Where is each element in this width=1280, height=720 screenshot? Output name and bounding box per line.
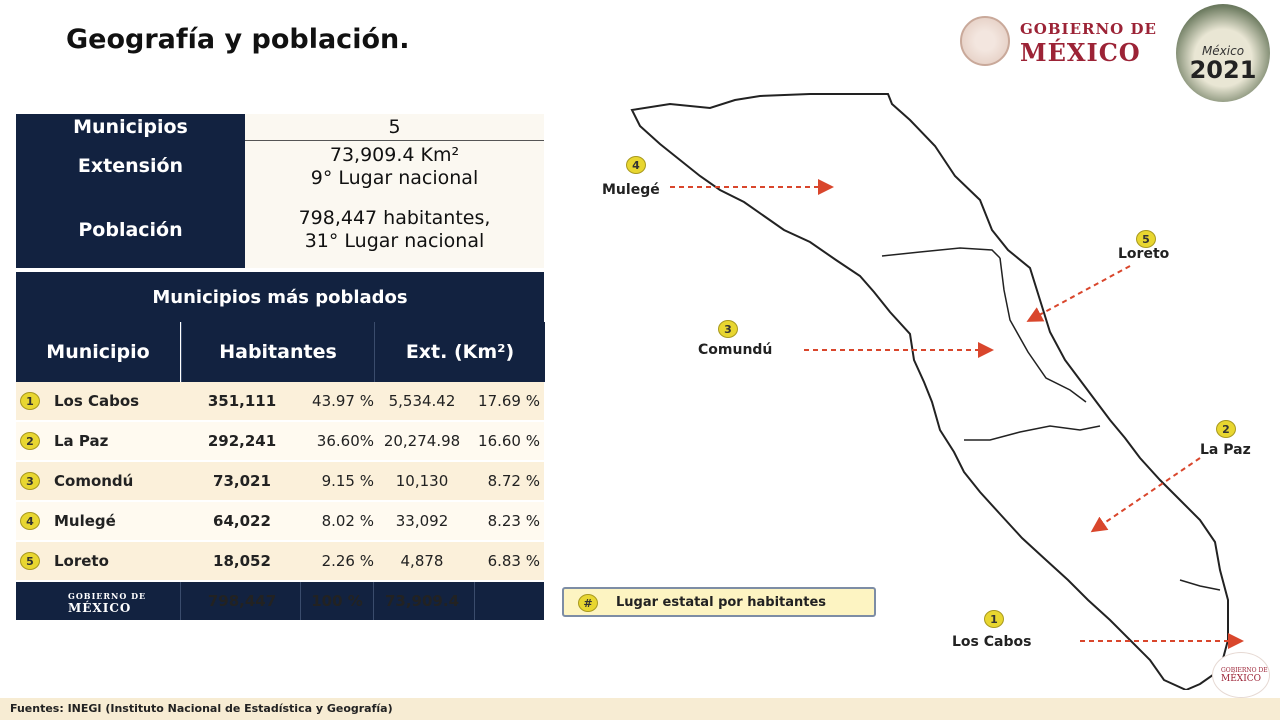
footer-source-text: Fuentes: INEGI (Instituto Nacional de Es… — [10, 702, 393, 715]
municipal-boundary-loreto — [999, 257, 1087, 403]
municipios-value-text: 5 — [388, 115, 401, 138]
legend-box: # Lugar estatal por habitantes — [562, 587, 876, 617]
municipal-boundary-comondu — [964, 425, 1101, 441]
column-divider — [474, 582, 475, 620]
total-logo-line2: MÉXICO — [68, 601, 132, 615]
municipio-name: Mulegé — [54, 512, 116, 530]
corner-logo-line2: MÉXICO — [1221, 674, 1262, 684]
state-outline-map — [630, 93, 1244, 692]
corner-gobierno-logo: GOBIERNO DE MÉXICO — [1212, 652, 1270, 698]
municipio-name: Comondú — [54, 472, 134, 490]
page-title: Geografía y población. — [66, 24, 410, 55]
habitantes-pct: 36.60% — [316, 432, 374, 450]
habitantes-pct: 8.02 % — [321, 512, 374, 530]
total-logo-line1: GOBIERNO DE — [68, 591, 147, 601]
map-rank-mulege: 4 — [626, 156, 646, 174]
poblacion-value-line2: 31° Lugar nacional — [304, 230, 485, 252]
header-municipio: Municipio — [16, 322, 180, 382]
column-divider — [180, 582, 181, 620]
map-label-comondu: Comundú — [698, 342, 773, 358]
extension-value: 20,274.98 — [383, 432, 461, 450]
table-row: 1 Los Cabos 351,111 43.97 % 5,534.42 17.… — [16, 382, 544, 420]
summary-table: Municipios 5 Extensión 73,909.4 Km² 9° L… — [16, 114, 544, 268]
extension-pct: 8.72 % — [487, 472, 540, 490]
habitantes-value: 64,022 — [213, 512, 271, 530]
habitantes-pct: 2.26 % — [321, 552, 374, 570]
gobierno-logo-line1: GOBIERNO DE — [1020, 20, 1157, 38]
mexico-2021-badge: México 2021 — [1176, 4, 1270, 102]
extension-value-line1: 73,909.4 Km² — [329, 144, 460, 166]
municipios-table-title: Municipios más poblados — [16, 272, 544, 322]
table-row: 4 Mulegé 64,022 8.02 % 33,092 8.23 % — [16, 502, 544, 540]
extension-pct: 6.83 % — [487, 552, 540, 570]
state-outline — [630, 93, 1229, 692]
legend-symbol: # — [578, 594, 598, 612]
eagle-seal-icon — [960, 16, 1010, 66]
poblacion-value: 798,447 habitantes, 31° Lugar nacional — [245, 192, 544, 268]
poblacion-label: Población — [16, 192, 245, 268]
poblacion-value-line1: 798,447 habitantes, — [298, 207, 491, 229]
arrow-lapaz — [1090, 457, 1201, 533]
municipio-name: Los Cabos — [54, 392, 140, 410]
rank-badge: 1 — [20, 392, 40, 410]
map-label-mulege: Mulegé — [602, 182, 660, 198]
summary-row-extension: Extensión 73,909.4 Km² 9° Lugar nacional — [16, 140, 544, 193]
header-habitantes: Habitantes — [181, 322, 374, 382]
badge-line2: 2021 — [1189, 56, 1257, 84]
extension-label: Extensión — [16, 140, 245, 192]
extension-value: 10,130 — [395, 472, 449, 490]
extension-value: 73,909.4 Km² 9° Lugar nacional — [245, 140, 544, 193]
map-rank-comondu: 3 — [718, 320, 738, 338]
habitantes-value: 18,052 — [213, 552, 271, 570]
table-row: 5 Loreto 18,052 2.26 % 4,878 6.83 % — [16, 542, 544, 580]
legend-text: Lugar estatal por habitantes — [616, 595, 827, 610]
footer-source: Fuentes: INEGI (Instituto Nacional de Es… — [0, 698, 1280, 720]
habitantes-value: 73,021 — [213, 472, 271, 490]
header-extension: Ext. (Km²) — [374, 322, 545, 382]
rank-badge: 3 — [20, 472, 40, 490]
extension-pct: 16.60 % — [478, 432, 540, 450]
municipal-boundary-mulege — [881, 247, 1001, 259]
gobierno-logo: GOBIERNO DE MÉXICO — [960, 14, 1160, 70]
rank-badge: 5 — [20, 552, 40, 570]
extension-pct: 8.23 % — [487, 512, 540, 530]
extension-value: 33,092 — [395, 512, 449, 530]
extension-value-line2: 9° Lugar nacional — [310, 167, 479, 189]
rank-badge: 2 — [20, 432, 40, 450]
habitantes-value: 292,241 — [207, 432, 277, 450]
map-label-loreto: Loreto — [1118, 246, 1170, 262]
map-label-la-paz: La Paz — [1200, 442, 1251, 458]
municipio-name: Loreto — [54, 552, 109, 570]
map-rank-los-cabos: 1 — [984, 610, 1004, 628]
rank-badge: 4 — [20, 512, 40, 530]
table-row: 3 Comondú 73,021 9.15 % 10,130 8.72 % — [16, 462, 544, 500]
extension-value: 5,534.42 — [388, 392, 456, 410]
habitantes-value: 351,111 — [207, 392, 277, 410]
extension-value: 4,878 — [400, 552, 444, 570]
column-divider — [373, 582, 374, 620]
habitantes-pct: 9.15 % — [321, 472, 374, 490]
arrow-loreto — [1026, 265, 1131, 322]
municipios-label: Municipios — [16, 114, 245, 140]
municipio-name: La Paz — [54, 432, 109, 450]
column-divider — [300, 582, 301, 620]
municipios-value: 5 — [245, 114, 544, 140]
map-label-los-cabos: Los Cabos — [952, 634, 1032, 650]
total-extension: 73,909.4 — [384, 592, 460, 610]
extension-pct: 17.69 % — [478, 392, 540, 410]
summary-row-municipios: Municipios 5 — [16, 114, 544, 140]
habitantes-pct: 43.97 % — [312, 392, 374, 410]
baja-california-sur-map: 4 Mulegé 5 Loreto 3 Comundú 2 La Paz 1 L… — [560, 80, 1280, 692]
total-habitantes-pct: 100 % — [311, 592, 363, 610]
summary-row-poblacion: Población 798,447 habitantes, 31° Lugar … — [16, 192, 544, 268]
badge-line1: México — [1201, 44, 1245, 58]
map-rank-loreto: 5 — [1136, 230, 1156, 248]
table-row: 2 La Paz 292,241 36.60% 20,274.98 16.60 … — [16, 422, 544, 460]
total-habitantes: 798,447 — [207, 592, 277, 610]
gobierno-logo-line2: MÉXICO — [1020, 38, 1141, 67]
municipal-boundary-lapaz — [1179, 579, 1221, 591]
map-rank-la-paz: 2 — [1216, 420, 1236, 438]
total-row: GOBIERNO DE MÉXICO 798,447 100 % 73,909.… — [16, 582, 544, 620]
corner-logo-line1: GOBIERNO DE — [1221, 667, 1268, 674]
